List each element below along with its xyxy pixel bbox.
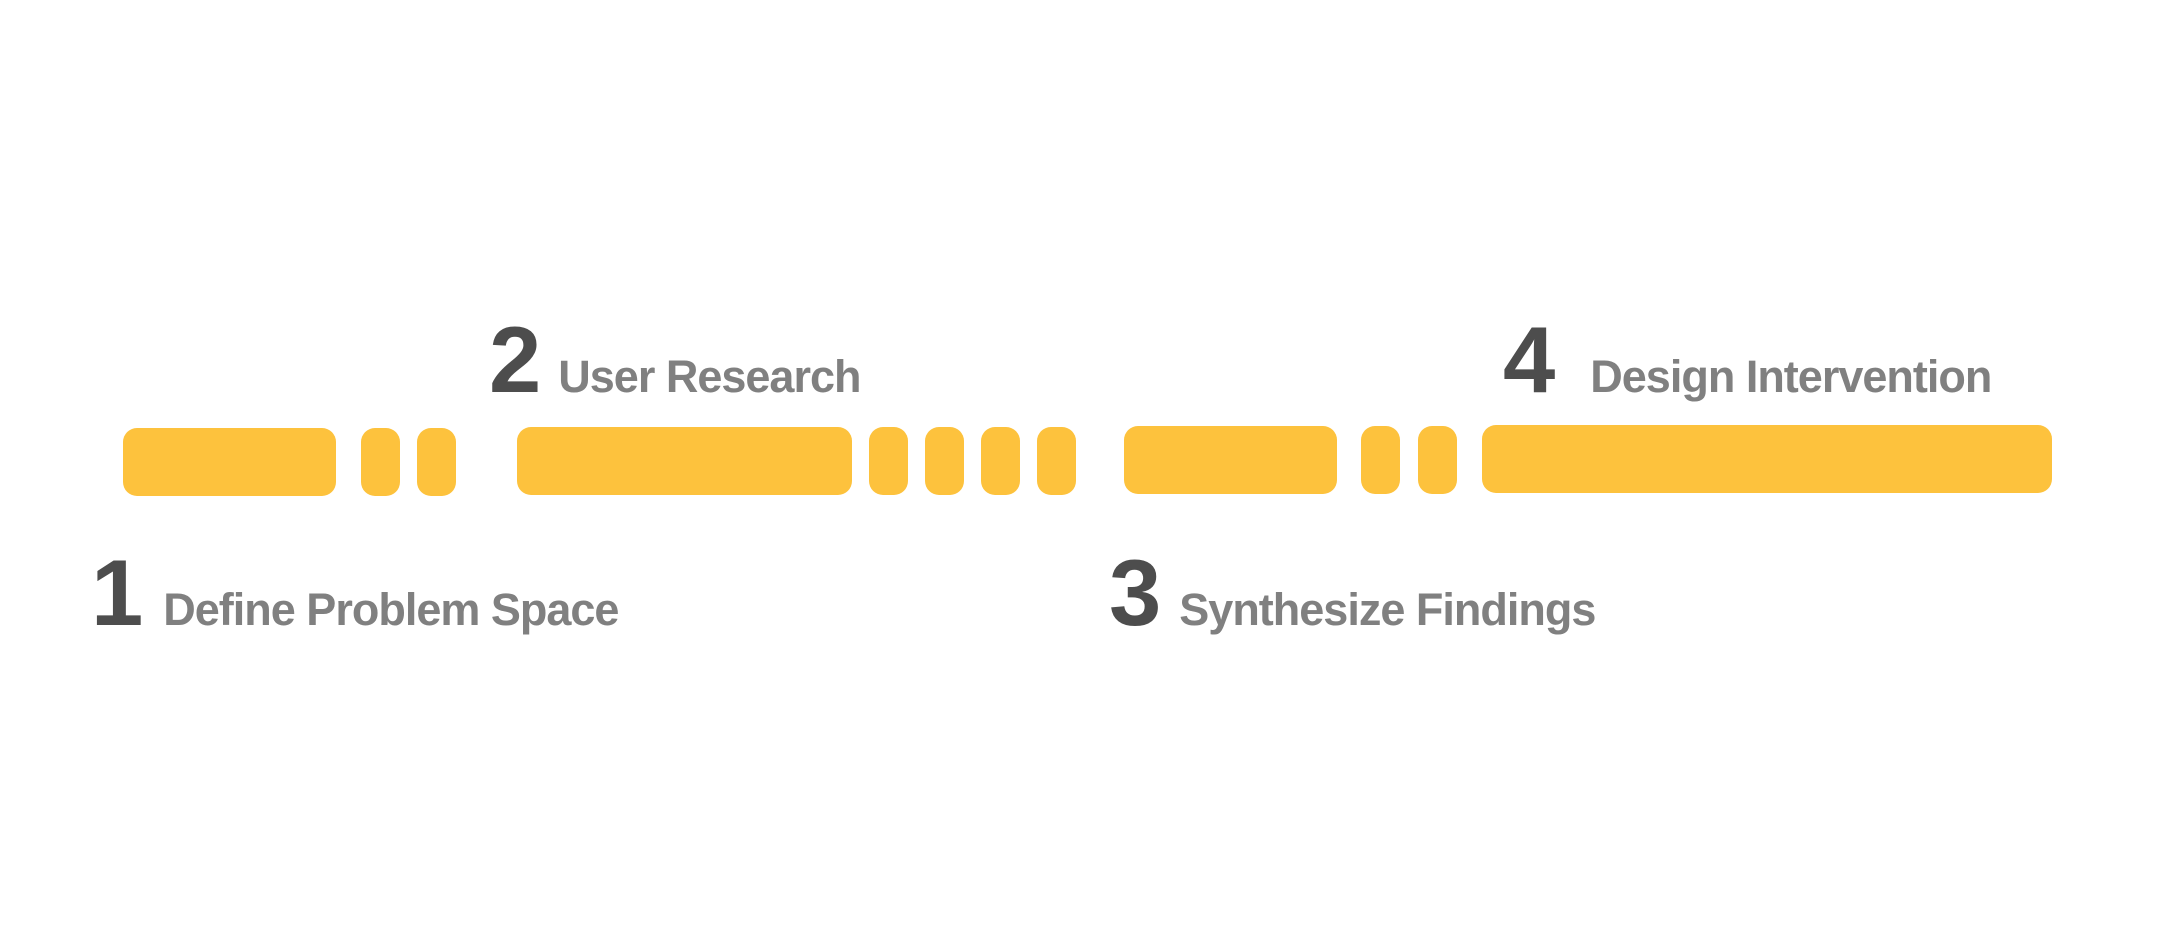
step-4: 4 Design Intervention bbox=[1503, 307, 1992, 412]
step-3: 3 Synthesize Findings bbox=[1109, 540, 1596, 645]
timeline-dash bbox=[869, 427, 908, 495]
step-1: 1 Define Problem Space bbox=[91, 540, 619, 645]
timeline-segment-step-2 bbox=[517, 427, 852, 495]
step-label: Synthesize Findings bbox=[1179, 584, 1596, 635]
timeline-dash bbox=[925, 427, 964, 495]
step-label: Design Intervention bbox=[1590, 351, 1992, 402]
timeline-dash bbox=[981, 427, 1020, 495]
step-number: 1 bbox=[91, 540, 144, 645]
step-number: 3 bbox=[1109, 540, 1162, 645]
timeline-dash bbox=[1361, 426, 1400, 494]
step-2: 2 User Research bbox=[489, 307, 861, 412]
timeline-segment-step-4 bbox=[1482, 425, 2052, 493]
step-number: 2 bbox=[489, 307, 542, 412]
timeline-segment-step-1 bbox=[123, 428, 336, 496]
step-number: 4 bbox=[1503, 307, 1556, 412]
timeline-dash bbox=[417, 428, 456, 496]
timeline-dash bbox=[361, 428, 400, 496]
timeline-dash bbox=[1037, 427, 1076, 495]
step-label: User Research bbox=[558, 351, 861, 402]
timeline-dash bbox=[1418, 426, 1457, 494]
step-label: Define Problem Space bbox=[163, 584, 619, 635]
timeline-segment-step-3 bbox=[1124, 426, 1337, 494]
